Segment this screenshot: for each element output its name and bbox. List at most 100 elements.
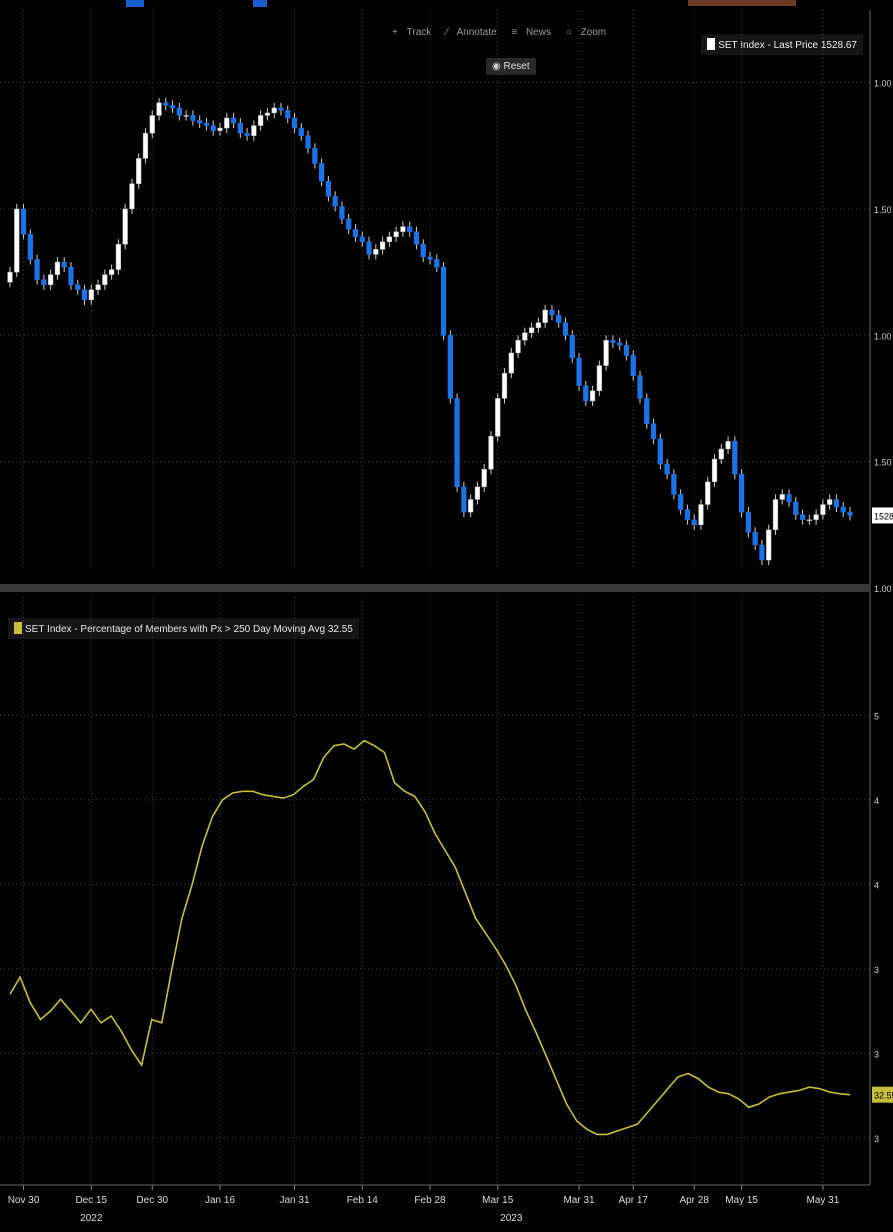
news-button[interactable]: ≡ News — [511, 27, 557, 38]
candle-down — [664, 463, 670, 475]
y-tick-label-top: 1.50 — [874, 205, 892, 215]
candle-up — [718, 448, 724, 460]
breadth-legend: SET Index - Percentage of Members with P… — [8, 618, 359, 639]
track-button[interactable]: + Track — [392, 27, 437, 38]
candle-up — [508, 352, 514, 374]
candle-down — [305, 135, 311, 149]
candle-down — [637, 375, 643, 399]
pencil-icon: ⁄ — [446, 27, 451, 38]
candle-down — [549, 309, 555, 316]
y-tick-label-bottom: 3 — [874, 965, 879, 975]
x-tick-label: Apr 28 — [679, 1195, 709, 1206]
candle-up — [468, 499, 474, 513]
candle-up — [528, 327, 535, 333]
last-price-tag — [872, 507, 893, 524]
price-legend-label: SET Index - Last Price 1528.67 — [718, 40, 857, 51]
candle-up — [48, 274, 54, 285]
breadth-swatch — [14, 622, 22, 634]
candle-up — [705, 481, 711, 505]
candle-up — [183, 115, 189, 117]
candle-down — [203, 122, 210, 126]
candle-down — [752, 532, 758, 546]
candle-down — [413, 231, 420, 245]
candle-up — [400, 226, 406, 232]
candle-up — [136, 158, 142, 184]
candle-down — [671, 473, 677, 495]
candle-up — [95, 284, 101, 291]
zoom-button[interactable]: ○ Zoom — [566, 27, 612, 38]
candle-up — [596, 365, 602, 392]
candle-down — [163, 102, 169, 106]
candle-up — [813, 514, 819, 520]
y-tick-label-top: 1.50 — [874, 458, 892, 468]
candle-down — [745, 511, 752, 533]
candle-up — [806, 519, 812, 521]
x-year-label: 2023 — [500, 1213, 523, 1224]
candle-down — [569, 335, 575, 359]
candle-down — [461, 486, 467, 513]
candlestick-series — [7, 97, 853, 566]
candle-up — [217, 127, 223, 131]
candle-down — [447, 335, 453, 399]
candle-up — [386, 236, 392, 243]
candle-up — [129, 183, 135, 210]
last-breadth-tag — [872, 1086, 893, 1103]
candle-down — [576, 357, 582, 387]
candle-down — [339, 206, 345, 220]
candle-down — [352, 228, 359, 237]
candle-down — [793, 501, 799, 515]
annotate-label: Annotate — [456, 27, 497, 38]
reset-button[interactable]: ◉ Reset — [486, 58, 536, 75]
candle-up — [495, 398, 501, 437]
candle-down — [650, 423, 657, 440]
candle-down — [610, 340, 616, 344]
candle-down — [407, 226, 413, 232]
candle-down — [454, 398, 460, 488]
candle-down — [20, 208, 27, 235]
candle-down — [81, 289, 88, 301]
annotate-button[interactable]: ⁄ Annotate — [446, 27, 503, 38]
candle-up — [88, 289, 94, 301]
candle-down — [657, 438, 663, 465]
candle-down — [738, 473, 745, 513]
reset-icon: ◉ — [492, 61, 501, 72]
x-tick-label: May 31 — [807, 1195, 840, 1206]
candle-down — [847, 511, 853, 516]
candle-down — [427, 256, 433, 260]
candle-down — [230, 117, 237, 124]
candle-up — [122, 208, 128, 245]
candle-up — [271, 107, 277, 114]
candle-up — [251, 125, 257, 136]
candle-up — [258, 115, 264, 126]
y-tick-label-bottom: 3 — [874, 1134, 879, 1144]
candle-up — [698, 504, 704, 525]
candle-up — [224, 117, 230, 129]
candle-up — [264, 112, 271, 116]
candle-up — [488, 436, 494, 470]
candle-down — [833, 499, 840, 508]
y-tick-label-bottom: 5 — [874, 711, 879, 721]
candle-down — [298, 127, 304, 136]
candle-up — [149, 115, 155, 134]
y-tick-label-top: 1.00 — [874, 331, 892, 341]
candle-down — [41, 279, 47, 285]
y-tick-label-bottom: 3 — [874, 1049, 879, 1059]
price-legend: SET Index - Last Price 1528.67 — [701, 34, 863, 55]
candle-down — [190, 115, 196, 121]
y-tick-label-bottom: 4 — [874, 880, 879, 890]
last-price-tag-text: 1528.67 — [874, 511, 893, 521]
x-tick-label: Jan 31 — [280, 1195, 310, 1206]
candle-down — [617, 342, 623, 346]
candle-down — [278, 107, 284, 111]
candle-up — [820, 504, 826, 515]
candle-down — [34, 259, 40, 280]
candle-up — [522, 332, 528, 341]
magnifier-icon: ○ — [565, 27, 575, 38]
candle-up — [7, 271, 13, 283]
x-tick-label: May 15 — [725, 1195, 758, 1206]
candle-down — [366, 241, 372, 255]
x-tick-label: Jan 16 — [205, 1195, 235, 1206]
candle-down — [332, 196, 338, 207]
candle-down — [684, 509, 691, 520]
top-strip-blue-1 — [126, 0, 144, 7]
